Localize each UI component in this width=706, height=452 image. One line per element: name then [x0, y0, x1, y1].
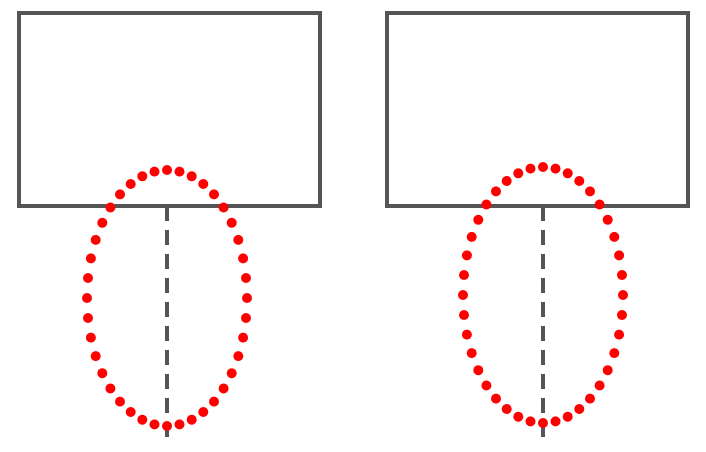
ellipse-dot [125, 179, 136, 189]
ellipse-dot [491, 393, 501, 404]
ellipse-dot [491, 186, 501, 197]
ellipse-dot [85, 332, 96, 343]
ellipse-dot [609, 348, 620, 359]
ellipse-dot [618, 290, 628, 300]
ellipse-dot [473, 365, 484, 376]
ellipse-dot [585, 186, 595, 197]
ellipse-dot [218, 383, 229, 394]
ellipse-dot [614, 329, 625, 340]
ellipse-dot [473, 214, 484, 225]
ellipse-dot [513, 411, 524, 422]
ellipse-dot [97, 368, 108, 379]
ellipse-dot [137, 414, 148, 425]
ellipse-dot [226, 368, 237, 379]
ellipse-dot [466, 231, 477, 242]
left-rectangle [17, 11, 322, 208]
ellipse-dot [198, 407, 209, 417]
ellipse-dot [174, 166, 185, 177]
ellipse-dot [466, 348, 477, 359]
right-dotted-ellipse [458, 162, 628, 428]
ellipse-dot [594, 380, 605, 391]
ellipse-dot [501, 404, 512, 414]
ellipse-dot [242, 293, 252, 303]
ellipse-dot [461, 250, 472, 261]
ellipse-dot [209, 189, 219, 200]
right-rectangle [385, 11, 690, 208]
right-panel [385, 11, 690, 440]
ellipse-dot [218, 202, 229, 213]
ellipse-dot [162, 165, 172, 175]
ellipse-dot [137, 171, 148, 182]
ellipse-dot [85, 253, 96, 264]
ellipse-dot [186, 171, 197, 182]
ellipse-dot [241, 313, 251, 323]
ellipse-dot [525, 416, 536, 427]
ellipse-dot [90, 351, 101, 362]
ellipse-dot [233, 351, 244, 362]
ellipse-dot [550, 416, 561, 427]
ellipse-dot [83, 273, 93, 283]
ellipse-dot [538, 418, 548, 428]
ellipse-dot [241, 273, 251, 283]
ellipse-dot [459, 270, 469, 280]
left-dotted-ellipse [82, 165, 252, 431]
ellipse-dot [481, 199, 492, 210]
ellipse-dot [550, 163, 561, 174]
ellipse-dot [585, 393, 595, 404]
ellipse-dot [501, 176, 512, 186]
ellipse-dot [198, 179, 209, 189]
ellipse-dot [594, 199, 605, 210]
ellipse-dot [458, 290, 468, 300]
ellipse-dot [609, 231, 620, 242]
left-panel [17, 11, 322, 440]
ellipse-dot [562, 411, 573, 422]
ellipse-dot [125, 407, 136, 417]
ellipse-dot [115, 189, 125, 200]
ellipse-dot [562, 168, 573, 179]
ellipse-dot [209, 396, 219, 407]
ellipse-dot [602, 365, 613, 376]
ellipse-dot [574, 176, 585, 186]
ellipse-dot [481, 380, 492, 391]
ellipse-dot [525, 163, 536, 174]
ellipse-dot [105, 383, 116, 394]
ellipse-dot [538, 162, 548, 172]
ellipse-dot [82, 293, 92, 303]
ellipse-dot [602, 214, 613, 225]
ellipse-dot [226, 217, 237, 228]
ellipse-dot [149, 166, 160, 177]
ellipse-dot [83, 313, 93, 323]
ellipse-dot [617, 270, 627, 280]
ellipse-dot [614, 250, 625, 261]
ellipse-dot [233, 234, 244, 245]
ellipse-dot [105, 202, 116, 213]
ellipse-dot [459, 310, 469, 320]
ellipse-dot [162, 421, 172, 431]
ellipse-dot [461, 329, 472, 340]
ellipse-dot [115, 396, 125, 407]
ellipse-dot [90, 234, 101, 245]
ellipse-dot [97, 217, 108, 228]
ellipse-dot [186, 414, 197, 425]
ellipse-dot [574, 404, 585, 414]
ellipse-dot [149, 419, 160, 430]
ellipse-dot [617, 310, 627, 320]
ellipse-dot [238, 332, 249, 343]
ellipse-dot [513, 168, 524, 179]
ellipse-dot [174, 419, 185, 430]
ellipse-dot [238, 253, 249, 264]
